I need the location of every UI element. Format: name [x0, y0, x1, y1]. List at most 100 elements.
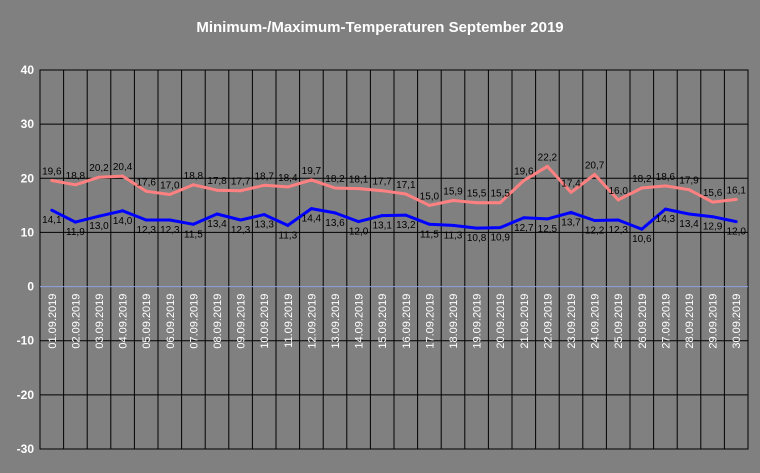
data-point-min — [73, 220, 77, 224]
data-point-max — [616, 198, 620, 202]
x-tick-label: 07.09.2019 — [188, 294, 200, 349]
x-tick-label: 25.09.2019 — [613, 294, 625, 349]
data-label-min: 13,6 — [325, 218, 345, 229]
data-label-max: 15,5 — [467, 189, 487, 200]
data-label-max: 17,7 — [372, 177, 392, 188]
series-line-max — [51, 164, 737, 207]
data-point-max — [215, 188, 219, 192]
data-point-min — [640, 227, 644, 231]
data-point-min — [687, 212, 691, 216]
data-label-min: 12,7 — [514, 223, 534, 234]
data-label-max: 17,7 — [231, 177, 251, 188]
x-tick-label: 27.09.2019 — [660, 294, 672, 349]
data-label-max: 15,6 — [703, 188, 723, 199]
data-point-min — [711, 215, 715, 219]
data-point-max — [734, 197, 738, 201]
data-label-max: 16,0 — [608, 186, 628, 197]
data-point-max — [50, 178, 54, 182]
data-point-min — [451, 223, 455, 227]
data-point-max — [286, 185, 290, 189]
data-point-min — [286, 223, 290, 227]
x-tick-label: 26.09.2019 — [637, 294, 649, 349]
x-tick-label: 22.09.2019 — [542, 294, 554, 349]
data-point-min — [333, 211, 337, 215]
data-point-min — [357, 220, 361, 224]
data-point-max — [593, 172, 597, 176]
data-label-min: 11,5 — [184, 229, 203, 240]
data-point-min — [404, 213, 408, 217]
data-label-min: 12,0 — [726, 227, 746, 238]
data-label-max: 22,2 — [538, 152, 558, 163]
data-label-min: 14,4 — [302, 214, 322, 225]
data-point-min — [734, 220, 738, 224]
y-tick-label: 10 — [21, 225, 35, 239]
data-point-max — [262, 183, 266, 187]
y-tick-label: 30 — [21, 117, 35, 131]
data-label-min: 13,4 — [207, 219, 227, 230]
data-label-min: 13,3 — [254, 220, 274, 231]
data-label-min: 13,1 — [372, 221, 392, 232]
y-tick-label: -30 — [17, 442, 35, 456]
data-label-max: 20,7 — [585, 160, 605, 171]
data-point-min — [616, 218, 620, 222]
data-point-min — [168, 218, 172, 222]
data-label-max: 20,4 — [113, 162, 133, 173]
x-tick-label: 06.09.2019 — [165, 294, 177, 349]
data-label-min: 13,2 — [396, 220, 416, 231]
x-tick-label: 08.09.2019 — [212, 294, 224, 349]
data-point-max — [121, 174, 125, 178]
data-point-min — [380, 214, 384, 218]
data-label-max: 15,5 — [490, 189, 510, 200]
x-tick-label: 24.09.2019 — [590, 294, 602, 349]
x-tick-label: 28.09.2019 — [684, 294, 696, 349]
data-point-min — [498, 226, 502, 230]
data-label-min: 11,3 — [444, 230, 463, 241]
data-label-max: 17,0 — [160, 181, 180, 192]
data-label-min: 12,0 — [349, 227, 369, 238]
data-point-max — [144, 189, 148, 193]
data-point-max — [97, 175, 101, 179]
y-tick-label: 40 — [21, 63, 35, 77]
data-label-min: 11,5 — [420, 229, 439, 240]
data-label-min: 14,0 — [113, 216, 133, 227]
x-tick-label: 02.09.2019 — [70, 294, 82, 349]
data-label-max: 18,6 — [656, 172, 676, 183]
data-point-min — [545, 217, 549, 221]
data-point-max — [309, 178, 313, 182]
data-point-max — [404, 192, 408, 196]
data-point-max — [73, 183, 77, 187]
x-tick-label: 30.09.2019 — [731, 294, 743, 349]
x-tick-label: 17.09.2019 — [424, 294, 436, 349]
data-point-max — [191, 183, 195, 187]
x-tick-label: 01.09.2019 — [47, 294, 59, 349]
data-label-max: 18,8 — [184, 171, 204, 182]
data-label-max: 16,1 — [726, 185, 746, 196]
x-tick-label: 29.09.2019 — [708, 294, 720, 349]
data-point-max — [687, 188, 691, 192]
data-point-max — [663, 184, 667, 188]
data-point-min — [427, 222, 431, 226]
data-label-min: 10,9 — [490, 233, 510, 244]
data-point-max — [545, 164, 549, 168]
data-label-min: 14,1 — [42, 215, 62, 226]
data-point-max — [451, 198, 455, 202]
data-point-min — [50, 208, 54, 212]
x-tick-label: 13.09.2019 — [330, 294, 342, 349]
data-point-min — [262, 213, 266, 217]
x-tick-label: 18.09.2019 — [448, 294, 460, 349]
data-label-max: 18,4 — [278, 173, 298, 184]
x-tick-label: 11.09.2019 — [283, 294, 295, 348]
data-point-max — [475, 201, 479, 205]
data-label-max: 18,8 — [66, 171, 86, 182]
data-point-min — [522, 216, 526, 220]
data-label-min: 11,3 — [278, 230, 297, 241]
data-point-max — [357, 187, 361, 191]
data-point-max — [239, 189, 243, 193]
data-label-max: 17,6 — [136, 177, 156, 188]
data-label-min: 10,6 — [632, 234, 652, 245]
data-point-max — [640, 186, 644, 190]
data-label-max: 18,2 — [632, 174, 652, 185]
series-line-min — [51, 207, 737, 231]
data-point-min — [121, 209, 125, 213]
data-point-min — [144, 218, 148, 222]
